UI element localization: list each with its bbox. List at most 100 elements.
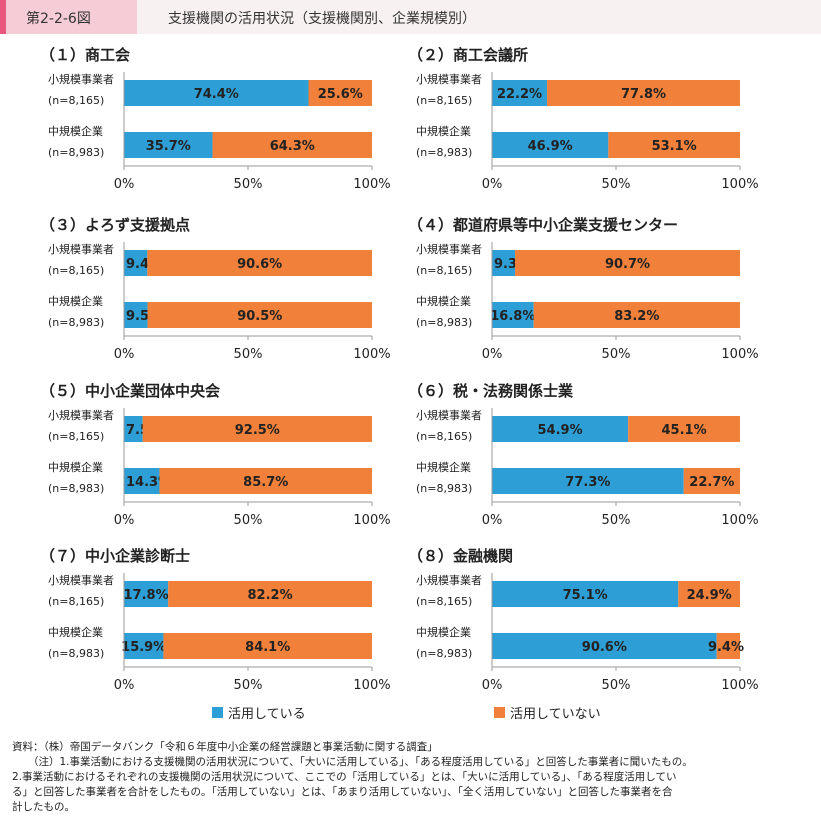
- panel-1-title: （１）商工会: [40, 46, 130, 64]
- data-label: 54.9%: [538, 423, 583, 438]
- legend-label: 活用している: [228, 707, 306, 722]
- data-label: 46.9%: [528, 139, 573, 154]
- x-tick-label: 0%: [482, 678, 503, 693]
- bar-not-using: [628, 416, 740, 442]
- panel-6-title: （６）税・法務関係士業: [408, 382, 574, 400]
- category-label: 小規模事業者: [48, 242, 114, 256]
- x-tick-label: 50%: [602, 513, 631, 528]
- source-note: 資料：（株）帝国データバンク「令和６年度中小企業の経営課題と事業活動に関する調査…: [12, 741, 438, 753]
- category-sample-size: (n=8,983): [48, 647, 104, 660]
- x-tick-label: 100%: [721, 513, 758, 528]
- category-sample-size: (n=8,983): [48, 146, 104, 159]
- panel-5-title: （５）中小企業団体中央会: [40, 382, 220, 400]
- panel-3-title: （３）よろず支援拠点: [40, 216, 190, 234]
- category-sample-size: (n=8,983): [48, 482, 104, 495]
- x-tick-label: 0%: [114, 177, 135, 192]
- category-label: 小規模事業者: [416, 573, 482, 587]
- note-2-line-2: る」と回答した事業者を合計をしたもの。「活用していない」とは、「あまり活用してい…: [12, 786, 673, 798]
- category-label: 小規模事業者: [416, 408, 482, 422]
- data-label: 25.6%: [318, 87, 363, 102]
- bar-not-using: [608, 132, 740, 158]
- data-label: 75.1%: [563, 588, 608, 603]
- category-sample-size: (n=8,983): [416, 482, 472, 495]
- category-sample-size: (n=8,165): [416, 430, 472, 443]
- data-label: 24.9%: [687, 588, 732, 603]
- category-label: 中規模企業: [416, 124, 471, 138]
- data-label: 74.4%: [194, 87, 239, 102]
- bar-not-using: [163, 633, 372, 659]
- bar-using: [492, 80, 548, 106]
- category-label: 小規模事業者: [416, 72, 482, 86]
- data-label: 35.7%: [146, 139, 191, 154]
- category-sample-size: (n=8,165): [416, 94, 472, 107]
- bar-not-using: [678, 581, 740, 607]
- category-sample-size: (n=8,165): [48, 595, 104, 608]
- bar-not-using: [159, 468, 372, 494]
- notes: 資料：（株）帝国データバンク「令和６年度中小企業の経営課題と事業活動に関する調査…: [12, 740, 812, 815]
- legend-swatch-using: [212, 707, 223, 718]
- bar-using: [492, 468, 684, 494]
- bar-not-using: [716, 633, 740, 659]
- bar-using: [492, 132, 609, 158]
- bar-using: [124, 132, 213, 158]
- x-tick-label: 50%: [234, 678, 263, 693]
- note-2-line-1: 2.事業活動におけるそれぞれの支援機関の活用状況について、ここでの「活用している…: [12, 771, 677, 783]
- x-tick-label: 0%: [482, 347, 503, 362]
- data-label: 17.8%: [124, 588, 169, 603]
- figure-id: 第2-2-6図: [26, 11, 91, 27]
- bar-using: [124, 633, 164, 659]
- x-tick-label: 50%: [602, 678, 631, 693]
- data-label: 53.1%: [652, 139, 697, 154]
- data-label: 90.6%: [237, 257, 282, 272]
- bar-using: [124, 80, 309, 106]
- data-label: 85.7%: [243, 475, 288, 490]
- category-label: 小規模事業者: [48, 72, 114, 86]
- data-label: 84.1%: [245, 640, 290, 655]
- x-tick-label: 100%: [353, 177, 390, 192]
- x-tick-label: 0%: [482, 513, 503, 528]
- figure-header: 第2-2-6図 支援機関の活用状況（支援機関別、企業規模別）: [0, 0, 821, 34]
- bar-using: [492, 416, 629, 442]
- data-label: 92.5%: [235, 423, 280, 438]
- note-1: （注）1.事業活動における支援機関の活用状況について、「大いに活用している」、「…: [28, 756, 693, 768]
- bar-not-using: [515, 250, 740, 276]
- bar-not-using: [147, 302, 372, 328]
- category-sample-size: (n=8,165): [48, 430, 104, 443]
- data-label: 82.2%: [248, 588, 293, 603]
- bar-not-using: [168, 581, 372, 607]
- bar-not-using: [212, 132, 372, 158]
- category-sample-size: (n=8,165): [48, 264, 104, 277]
- x-tick-label: 50%: [234, 513, 263, 528]
- figure-id-tag: 第2-2-6図: [0, 0, 137, 34]
- x-tick-label: 100%: [721, 177, 758, 192]
- data-label: 77.3%: [565, 475, 610, 490]
- data-label: 22.2%: [497, 87, 542, 102]
- data-label: 90.5%: [237, 309, 282, 324]
- bar-using: [124, 468, 160, 494]
- x-tick-label: 100%: [721, 678, 758, 693]
- x-tick-label: 50%: [234, 347, 263, 362]
- bar-using: [492, 633, 717, 659]
- data-label: 90.6%: [582, 640, 627, 655]
- category-sample-size: (n=8,983): [416, 146, 472, 159]
- category-label: 中規模企業: [416, 294, 471, 308]
- x-tick-label: 50%: [602, 177, 631, 192]
- data-label: 22.7%: [689, 475, 734, 490]
- bar-using: [124, 581, 169, 607]
- bar-not-using: [308, 80, 372, 106]
- figure-title: 支援機関の活用状況（支援機関別、企業規模別）: [168, 11, 476, 27]
- category-label: 小規模事業者: [48, 408, 114, 422]
- category-label: 小規模事業者: [48, 573, 114, 587]
- x-tick-label: 100%: [721, 347, 758, 362]
- legend-label: 活用していない: [510, 707, 601, 722]
- legend-swatch-not-using: [494, 707, 505, 718]
- data-label: 15.9%: [121, 640, 166, 655]
- category-sample-size: (n=8,983): [416, 647, 472, 660]
- data-label: 90.7%: [605, 257, 650, 272]
- category-label: 中規模企業: [48, 460, 103, 474]
- panel-7-title: （７）中小企業診断士: [40, 547, 190, 565]
- note-2-line-3: 計したもの。: [12, 801, 75, 813]
- data-label: 9.4%: [708, 640, 744, 655]
- data-label: 45.1%: [662, 423, 707, 438]
- category-sample-size: (n=8,983): [48, 316, 104, 329]
